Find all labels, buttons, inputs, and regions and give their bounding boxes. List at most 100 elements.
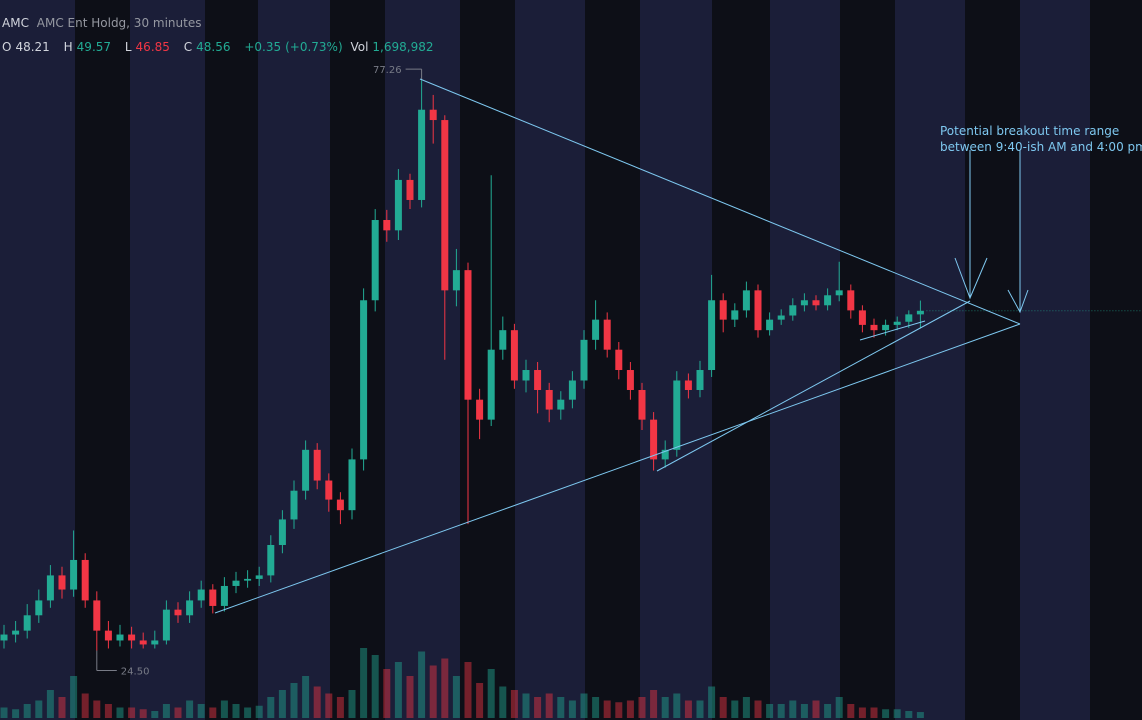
candle-body bbox=[592, 319, 600, 340]
volume-bar bbox=[418, 651, 426, 718]
volume-bar bbox=[568, 700, 576, 718]
candle-body bbox=[858, 310, 866, 325]
candle-body bbox=[615, 349, 623, 371]
candle-body bbox=[882, 324, 890, 331]
volume-bar bbox=[302, 676, 310, 718]
volume-bar bbox=[139, 709, 147, 718]
candle-body bbox=[267, 544, 275, 576]
volume-bar bbox=[557, 697, 565, 718]
trend-line bbox=[419, 78, 1021, 325]
candle-body bbox=[789, 305, 797, 316]
candle-body bbox=[499, 330, 507, 350]
volume-bar bbox=[174, 707, 182, 718]
candle-body bbox=[23, 615, 31, 631]
volume-bar bbox=[766, 704, 774, 718]
candle-body bbox=[360, 300, 368, 460]
volume-bar bbox=[278, 690, 286, 718]
candle-body bbox=[174, 609, 182, 616]
candle-body bbox=[104, 630, 112, 641]
volume-bar bbox=[35, 700, 43, 718]
candle-body bbox=[418, 109, 426, 200]
candle-body bbox=[580, 339, 588, 381]
volume-bar bbox=[220, 700, 228, 718]
volume-bar bbox=[348, 690, 356, 718]
volume-bar bbox=[104, 704, 112, 718]
close-label: C bbox=[183, 40, 193, 54]
volume-bar bbox=[406, 676, 414, 718]
candle-body bbox=[220, 585, 228, 606]
close-value: 48.56 bbox=[196, 40, 231, 54]
volume-bar bbox=[534, 697, 542, 718]
candle-body bbox=[128, 634, 136, 641]
volume-bar bbox=[232, 704, 240, 718]
volume-bar bbox=[708, 686, 716, 718]
candle-body bbox=[626, 370, 634, 390]
volume-bar bbox=[267, 697, 275, 718]
candle-body bbox=[916, 310, 924, 315]
candle-body bbox=[568, 380, 576, 400]
volume-bar bbox=[255, 705, 263, 718]
trend-line bbox=[214, 323, 1021, 614]
volume-bar bbox=[603, 700, 611, 718]
candle-body bbox=[278, 519, 286, 545]
candle-body bbox=[58, 575, 66, 590]
session-band bbox=[385, 0, 460, 720]
candle-body bbox=[244, 578, 252, 581]
candle-body bbox=[545, 389, 553, 410]
volume-bar bbox=[476, 683, 484, 718]
volume-bar bbox=[719, 697, 727, 718]
volume-bar bbox=[336, 697, 344, 718]
volume-bar bbox=[70, 676, 78, 718]
candle-body bbox=[255, 575, 263, 579]
volume-bar bbox=[615, 702, 623, 718]
high-value: 49.57 bbox=[76, 40, 112, 54]
candle-body bbox=[429, 109, 437, 121]
volume-bar bbox=[858, 707, 866, 718]
volume-bar bbox=[325, 693, 333, 718]
candle-body bbox=[139, 640, 147, 645]
candle-body bbox=[650, 419, 658, 460]
candle-body bbox=[905, 314, 913, 322]
volume-bar bbox=[638, 697, 646, 718]
volume-bar bbox=[510, 690, 518, 718]
session-band bbox=[0, 0, 75, 720]
trend-line bbox=[859, 320, 926, 341]
volume-bar bbox=[731, 700, 739, 718]
volume-bar bbox=[394, 662, 402, 718]
candle-body bbox=[290, 490, 298, 520]
volume-bar bbox=[93, 700, 101, 718]
volume-bar bbox=[742, 697, 750, 718]
volume-bar bbox=[383, 669, 391, 718]
candle-body bbox=[186, 600, 194, 616]
candle-body bbox=[487, 349, 495, 420]
volume-bar bbox=[244, 707, 252, 718]
volume-bar bbox=[186, 700, 194, 718]
volume-bar bbox=[452, 676, 460, 718]
low-value: 46.85 bbox=[135, 40, 170, 54]
volume-bar bbox=[209, 707, 217, 718]
candle-body bbox=[441, 120, 449, 291]
price-mark-label: 24.50 bbox=[121, 666, 150, 677]
volume-bar bbox=[789, 700, 797, 718]
candle-body bbox=[684, 380, 692, 390]
session-band bbox=[1020, 0, 1090, 720]
candle-body bbox=[847, 290, 855, 311]
volume-bar bbox=[545, 693, 553, 718]
volume-bar bbox=[81, 693, 89, 718]
candle-body bbox=[731, 310, 739, 320]
candle-body bbox=[696, 370, 704, 390]
volume-bar bbox=[661, 697, 669, 718]
volume-bar bbox=[464, 662, 472, 718]
candle-body bbox=[325, 480, 333, 500]
candle-body bbox=[557, 399, 565, 410]
candle-body bbox=[534, 370, 542, 390]
volume-bar bbox=[882, 709, 890, 718]
legend: AMC AMC Ent Holdg, 30 minutes O 48.21 H 49… bbox=[2, 11, 438, 59]
candle-body bbox=[46, 575, 54, 601]
candle-body bbox=[661, 449, 669, 460]
candle-body bbox=[800, 300, 808, 306]
volume-bar bbox=[441, 658, 449, 718]
candle-body bbox=[603, 319, 611, 350]
low-label: L bbox=[124, 40, 132, 54]
